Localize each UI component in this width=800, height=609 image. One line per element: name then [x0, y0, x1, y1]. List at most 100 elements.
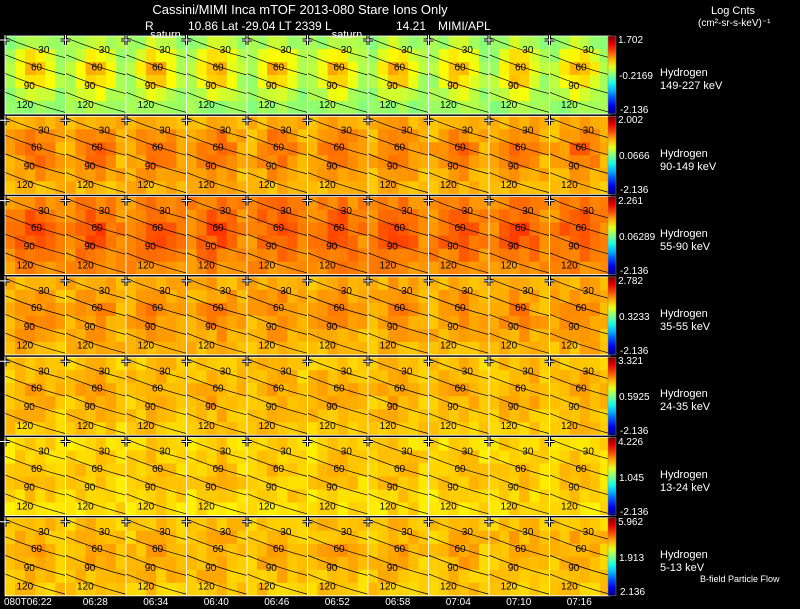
heatmap-cell: [257, 328, 268, 343]
heatmap-cell: [509, 437, 520, 451]
heatmap-cell: [55, 261, 66, 275]
contour-label: 120: [258, 260, 275, 271]
heatmap-cell: [599, 543, 611, 558]
heatmap-cell: [458, 396, 470, 410]
contour-label: 90: [266, 322, 278, 333]
heatmap-cell: [115, 248, 127, 262]
heatmap-cell: [85, 517, 97, 532]
species-label: Hydrogen: [660, 67, 708, 80]
heatmap-cell: [146, 383, 157, 397]
heatmap-cell: [55, 209, 66, 223]
heatmap-cell: [236, 235, 248, 249]
heatmap-cell: [499, 289, 510, 304]
colorbar-max: 2.002: [618, 115, 644, 127]
heatmap-cell: [519, 101, 530, 115]
heatmap-cell: [176, 222, 187, 236]
contour-label: 30: [280, 366, 292, 377]
heatmap-cell: [136, 569, 147, 584]
heatmap-cell: [196, 396, 207, 410]
contour-label: 60: [515, 143, 527, 154]
heatmap-cell: [216, 489, 228, 503]
heatmap-cell: [499, 556, 510, 571]
heatmap-cell: [146, 235, 157, 249]
heatmap-cell: [277, 142, 288, 156]
heatmap-cell: [337, 261, 349, 275]
heatmap-cell: [25, 341, 36, 356]
heatmap-cell: [448, 396, 460, 410]
heatmap-cell: [307, 502, 318, 516]
heatmap-cell: [186, 409, 197, 423]
contour-line: [307, 117, 369, 139]
contour-label: 60: [152, 544, 164, 555]
contour-line: [549, 197, 611, 219]
heatmap-cell: [115, 261, 127, 275]
crosshair-marker-inner: [121, 275, 131, 286]
heatmap-cell: [368, 36, 379, 50]
heatmap-cell: [378, 75, 389, 89]
heatmap-cell: [398, 49, 409, 63]
heatmap-cell: [569, 142, 581, 156]
heatmap-cell: [105, 168, 117, 182]
contour-line: [549, 375, 611, 397]
heatmap-cell: [166, 62, 177, 76]
heatmap-cell: [186, 88, 197, 102]
heatmap-cell: [378, 261, 389, 275]
heatmap-cell: [226, 556, 238, 571]
heatmap-cell: [287, 437, 298, 451]
heatmap-cell: [418, 209, 429, 223]
heatmap-cell: [166, 409, 177, 423]
heatmap-cell: [317, 328, 328, 343]
crosshair-marker-inner: [60, 115, 71, 126]
heatmap-cell: [398, 463, 409, 477]
heatmap-cell: [368, 396, 379, 410]
heatmap-cell: [115, 569, 127, 584]
heatmap-cell: [35, 49, 46, 63]
heatmap-cell: [408, 450, 419, 464]
heatmap-cell: [368, 276, 379, 291]
colorbar-min: -2.136: [620, 345, 649, 357]
species-label: Hydrogen: [660, 388, 708, 401]
heatmap-cell: [156, 261, 167, 275]
heatmap-cell: [509, 36, 520, 50]
contour-label: 120: [561, 582, 578, 593]
contour-label: 60: [334, 384, 346, 395]
heatmap-cell: [438, 49, 449, 63]
contour-line: [488, 394, 550, 416]
heatmap-cell: [297, 49, 308, 63]
heatmap-cell: [257, 155, 268, 169]
contour-label: 120: [500, 501, 517, 512]
heatmap-cell: [5, 62, 16, 76]
heatmap-cell: [287, 569, 298, 584]
heatmap-cell: [327, 409, 339, 423]
heatmap-cell: [186, 357, 197, 371]
heatmap-cell: [317, 222, 328, 236]
heatmap-cell: [347, 209, 359, 223]
heatmap-cell: [458, 209, 470, 223]
heatmap-cell: [549, 556, 560, 571]
heatmap-cell: [297, 556, 308, 571]
heatmap-cell: [408, 142, 419, 156]
heatmap-cell: [327, 36, 339, 50]
contour-label: 120: [561, 421, 578, 432]
contour-label: 30: [401, 366, 413, 377]
heatmap-cell: [277, 155, 288, 169]
heatmap-cell: [307, 370, 318, 384]
heatmap-cell: [105, 142, 117, 156]
contour-line: [65, 54, 127, 76]
heatmap-cell: [448, 543, 460, 558]
heatmap-cell: [45, 248, 56, 262]
heatmap-cell: [599, 357, 611, 371]
contour-line: [65, 519, 127, 540]
heatmap-cell: [236, 489, 248, 503]
heatmap-cell: [458, 155, 470, 169]
heatmap-cell: [569, 556, 581, 571]
contour-line: [4, 332, 66, 354]
heatmap-cell: [287, 517, 298, 532]
heatmap-cell: [226, 569, 238, 584]
heatmap-cell: [378, 543, 389, 558]
heatmap-cell: [75, 129, 86, 143]
heatmap-cell: [95, 222, 107, 236]
